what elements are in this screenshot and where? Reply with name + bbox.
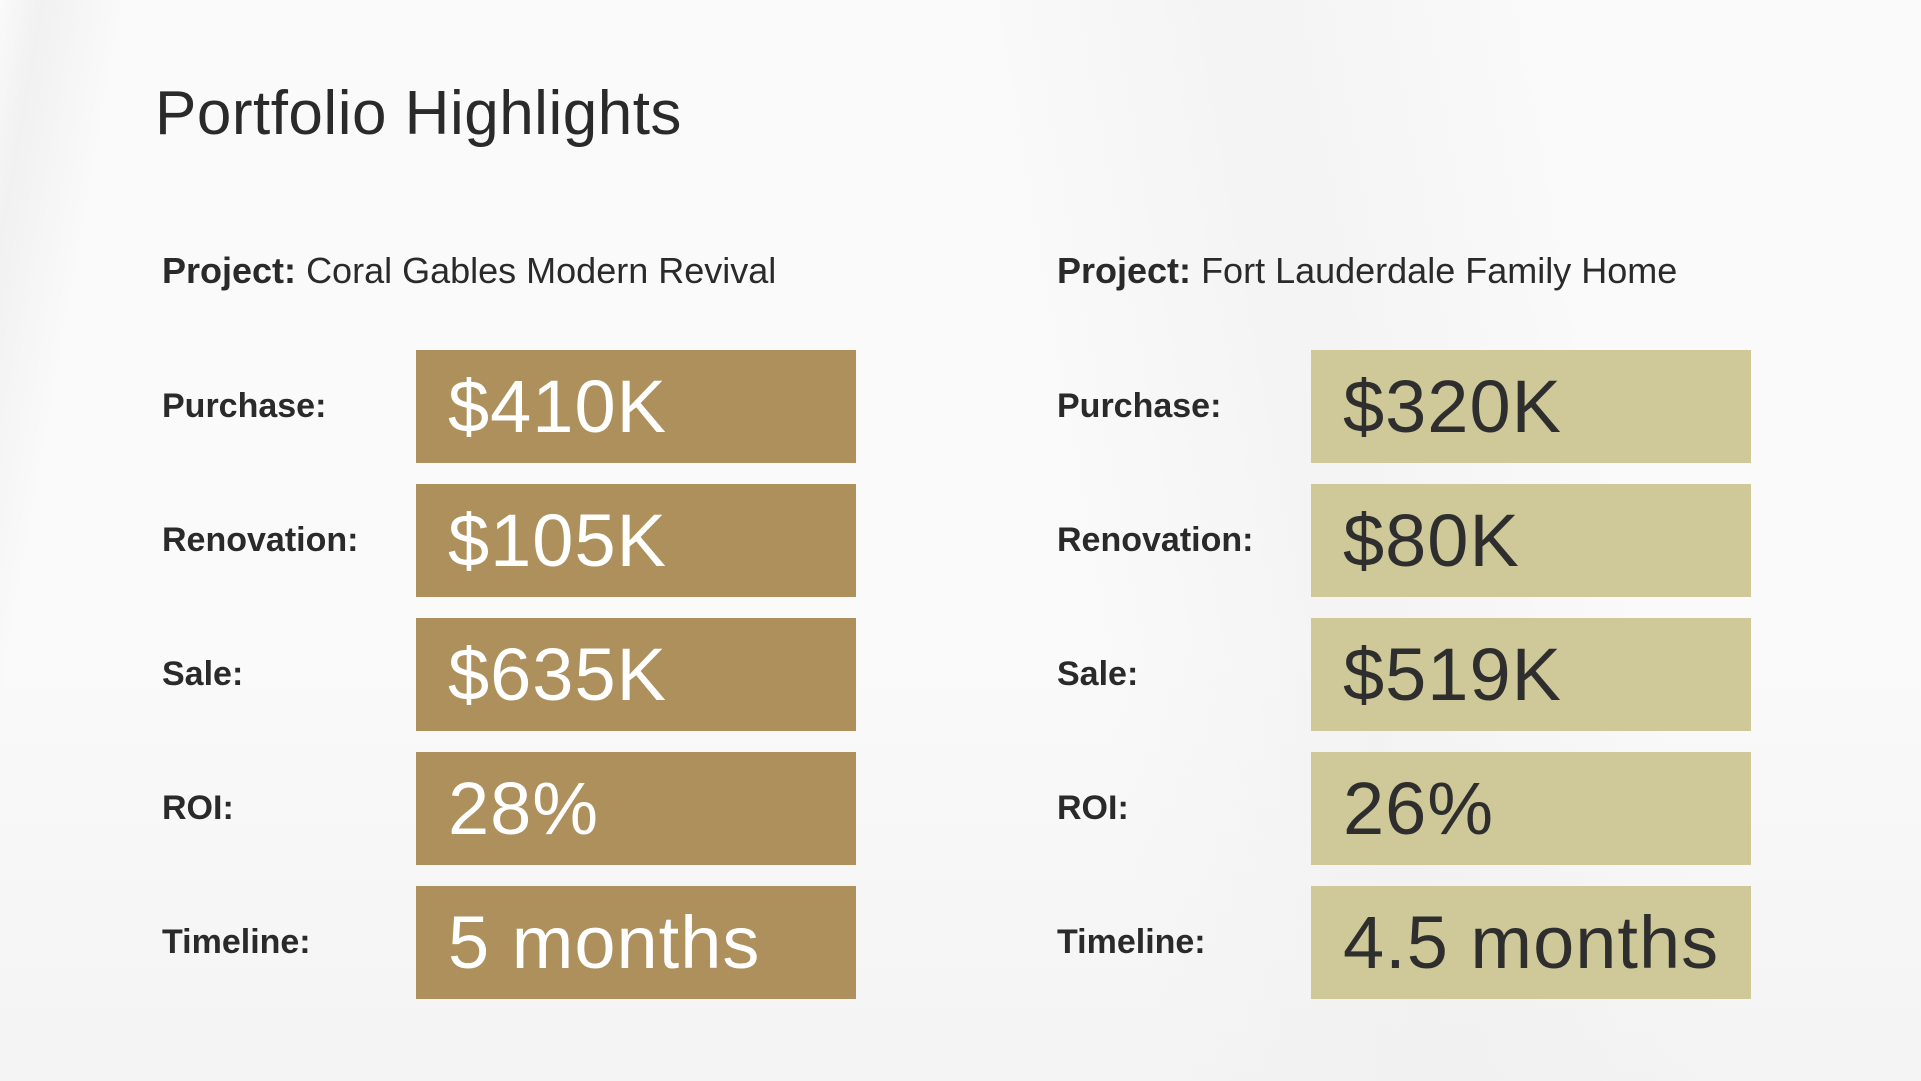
metric-label: Timeline:: [1057, 923, 1206, 961]
metric-value: $320K: [1311, 350, 1751, 463]
project-card-fort-lauderdale: Project: Fort Lauderdale Family Home Pur…: [1057, 250, 1921, 999]
project-header: Project: Fort Lauderdale Family Home: [1057, 250, 1921, 292]
metric-value: 4.5 months: [1311, 886, 1751, 999]
metric-label: ROI:: [162, 789, 234, 827]
metric-value: $80K: [1311, 484, 1751, 597]
metric-value: $519K: [1311, 618, 1751, 731]
metric-value: 28%: [416, 752, 856, 865]
metric-row-purchase: Purchase: $410K: [162, 350, 856, 463]
project-label: Project:: [1057, 250, 1192, 291]
metric-label: Renovation:: [1057, 521, 1254, 559]
metric-row-roi: ROI: 26%: [1057, 752, 1751, 865]
metric-label: ROI:: [1057, 789, 1129, 827]
metric-row-renovation: Renovation: $80K: [1057, 484, 1751, 597]
project-name: Coral Gables Modern Revival: [306, 250, 777, 291]
metric-value: $410K: [416, 350, 856, 463]
project-header: Project: Coral Gables Modern Revival: [162, 250, 1042, 292]
metrics-list: Purchase: $410K Renovation: $105K Sale: …: [162, 350, 856, 1020]
metric-row-sale: Sale: $635K: [162, 618, 856, 731]
project-name: Fort Lauderdale Family Home: [1201, 250, 1678, 291]
metric-value: $635K: [416, 618, 856, 731]
metric-row-timeline: Timeline: 4.5 months: [1057, 886, 1751, 999]
metric-label: Timeline:: [162, 923, 311, 961]
project-label: Project:: [162, 250, 297, 291]
project-card-coral-gables: Project: Coral Gables Modern Revival Pur…: [162, 250, 1042, 999]
metric-value: 5 months: [416, 886, 856, 999]
metric-row-sale: Sale: $519K: [1057, 618, 1751, 731]
metric-label: Sale:: [162, 655, 244, 693]
metric-row-renovation: Renovation: $105K: [162, 484, 856, 597]
metric-row-purchase: Purchase: $320K: [1057, 350, 1751, 463]
metric-label: Purchase:: [1057, 387, 1222, 425]
metric-value: 26%: [1311, 752, 1751, 865]
metric-label: Sale:: [1057, 655, 1139, 693]
page-title: Portfolio Highlights: [155, 79, 682, 148]
metric-value: $105K: [416, 484, 856, 597]
metric-row-timeline: Timeline: 5 months: [162, 886, 856, 999]
metrics-list: Purchase: $320K Renovation: $80K Sale: $…: [1057, 350, 1751, 1020]
metric-label: Renovation:: [162, 521, 359, 559]
metric-row-roi: ROI: 28%: [162, 752, 856, 865]
metric-label: Purchase:: [162, 387, 327, 425]
